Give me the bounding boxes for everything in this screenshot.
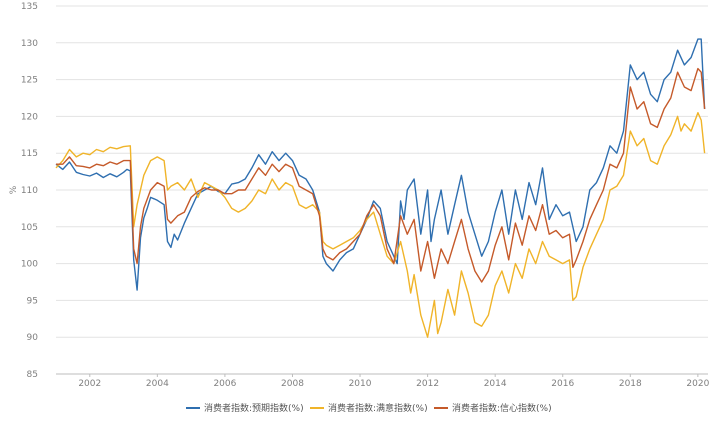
x-tick-label: 2020 — [686, 379, 709, 389]
axis-layer: 85 90 95 100 105 110 115 120 125 130 135 2002 2004 20… — [21, 2, 710, 389]
series-line-2 — [55, 112, 706, 338]
y-tick-label: 85 — [27, 370, 38, 380]
legend: 消费者指数:预期指数(%) 消费者指数:满意指数(%) 消费者指数:信心指数(%) — [186, 402, 552, 414]
y-tick-label: 120 — [21, 112, 38, 122]
y-tick-label: 115 — [21, 149, 38, 159]
x-tick-label: 2002 — [78, 379, 101, 389]
legend-label: 消费者指数:预期指数(%) — [204, 402, 304, 414]
legend-label: 消费者指数:满意指数(%) — [328, 402, 428, 414]
y-tick-label: 135 — [21, 2, 38, 12]
series-line-1 — [55, 38, 706, 291]
legend-label: 消费者指数:信心指数(%) — [452, 402, 552, 414]
x-tick-label: 2016 — [551, 379, 574, 389]
y-axis-unit-label: % — [9, 185, 19, 194]
legend-item-1[interactable]: 消费者指数:预期指数(%) — [186, 402, 304, 414]
y-tick-label: 90 — [27, 333, 39, 343]
x-tick-label: 2008 — [281, 379, 304, 389]
series-line-3 — [56, 67, 706, 283]
x-tick-label: 2006 — [213, 379, 236, 389]
legend-item-2[interactable]: 消费者指数:满意指数(%) — [310, 402, 428, 414]
y-tick-label: 110 — [21, 186, 38, 196]
x-tick-label: 2018 — [619, 379, 642, 389]
y-tick-label: 130 — [21, 39, 38, 49]
x-tick-label: 2010 — [349, 379, 372, 389]
y-tick-label: 105 — [21, 223, 38, 233]
y-tick-label: 95 — [27, 296, 38, 306]
legend-item-3[interactable]: 消费者指数:信心指数(%) — [434, 402, 552, 414]
x-tick-label: 2004 — [146, 379, 169, 389]
y-tick-label: 125 — [21, 76, 38, 86]
x-tick-label: 2012 — [416, 379, 439, 389]
series-layer — [55, 38, 706, 338]
y-tick-label: 100 — [21, 260, 38, 270]
x-tick-label: 2014 — [484, 379, 507, 389]
